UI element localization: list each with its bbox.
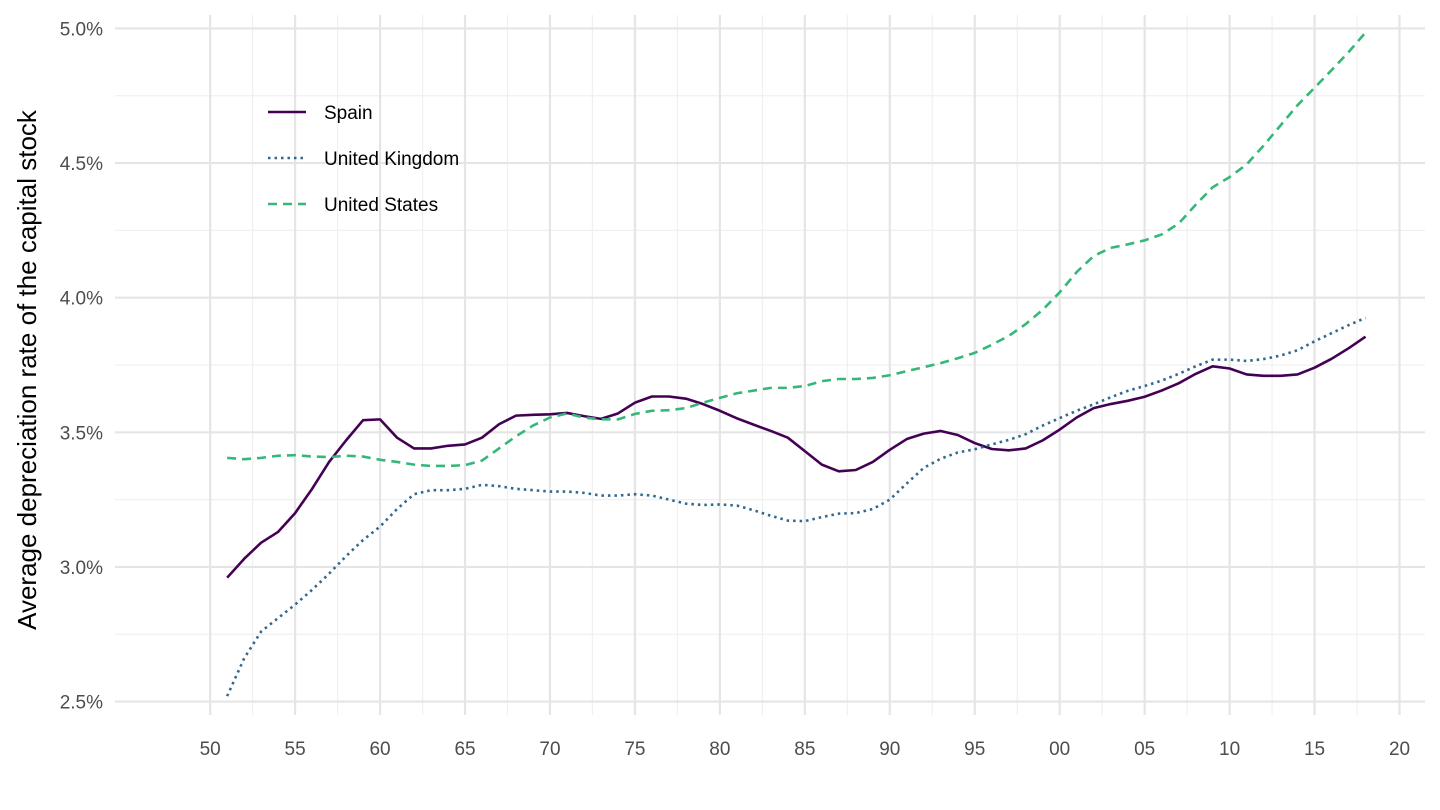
x-tick-label: 15 [1304,739,1325,760]
series-line-spain [226,335,1367,579]
x-tick-label: 80 [709,739,730,760]
y-tick-label: 4.5% [60,154,103,175]
y-tick-label: 4.0% [60,289,103,310]
x-tick-label: 85 [794,739,815,760]
series-line-united-states [227,31,1367,468]
x-tick-label: 00 [1049,739,1070,760]
x-tick-label: 60 [369,739,390,760]
legend-label-united-states: United States [324,195,438,216]
y-axis-tick-labels: 2.5% 3.0% 3.5% 4.0% 4.5% 5.0% [60,19,103,713]
x-tick-label: 55 [285,739,306,760]
x-axis-tick-labels: 50 55 60 65 70 75 80 85 90 95 00 05 10 15 20 [200,739,1411,760]
series-lines [225,31,1367,697]
x-tick-label: 75 [624,739,645,760]
y-tick-label: 3.0% [60,558,103,579]
y-tick-label: 5.0% [60,19,103,40]
y-tick-label: 3.5% [60,423,103,444]
x-tick-label: 20 [1389,739,1410,760]
x-tick-label: 95 [964,739,985,760]
x-tick-label: 10 [1219,739,1240,760]
x-tick-label: 65 [454,739,475,760]
x-tick-label: 90 [879,739,900,760]
series-line-united-kingdom [225,316,1367,697]
grid-lines [115,15,1425,715]
legend-label-spain: Spain [324,103,373,124]
x-tick-label: 50 [200,739,221,760]
x-tick-label: 05 [1134,739,1155,760]
y-tick-label: 2.5% [60,693,103,714]
legend-label-united-kingdom: United Kingdom [324,149,459,170]
y-axis-title: Average depreciation rate of the capital… [12,109,42,630]
legend: Spain United Kingdom United States [268,103,459,216]
x-tick-label: 70 [539,739,560,760]
